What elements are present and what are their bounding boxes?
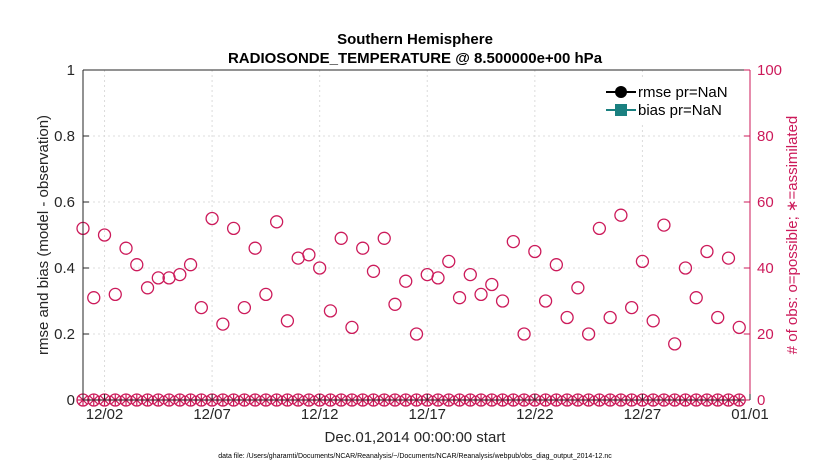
obs-possible-marker	[345, 320, 359, 335]
obs-possible-marker	[549, 258, 564, 272]
obs-possible-marker	[377, 231, 391, 245]
obs-possible-marker	[506, 234, 520, 249]
obs-possible-marker	[517, 327, 531, 341]
y-axis-label: rmse and bias (model - observation)	[35, 115, 52, 355]
obs-possible-marker	[259, 287, 273, 302]
obs-possible-marker	[463, 267, 477, 282]
obs-possible-marker	[269, 215, 284, 229]
x-tick-label: 12/22	[516, 406, 554, 423]
x-tick-label: 01/01	[731, 406, 769, 423]
legend-bias-label: bias pr=NaN	[638, 102, 722, 119]
obs-possible-marker	[646, 314, 660, 328]
y-right-tick-label: 100	[757, 62, 782, 79]
obs-possible-marker	[452, 291, 467, 305]
obs-possible-marker	[538, 294, 553, 308]
obs-possible-marker	[732, 320, 746, 335]
obs-possible-marker	[237, 300, 252, 315]
obs-possible-marker	[248, 241, 262, 255]
obs-possible-marker	[140, 281, 155, 295]
obs-possible-marker	[635, 254, 650, 269]
grid-lines	[83, 70, 750, 400]
chart-title: Southern Hemisphere	[337, 31, 493, 48]
obs-possible-marker	[442, 254, 456, 269]
x-axis-label: Dec.01,2014 00:00:00 start	[325, 429, 507, 446]
obs-possible-marker	[183, 258, 198, 272]
legend-rmse-marker	[615, 86, 627, 98]
obs-possible-marker	[173, 267, 187, 282]
obs-possible-marker	[97, 228, 112, 242]
tick-labels: 0 0.2 0.4 0.6 0.8 1 0 20 40 60 80 100 12/02 12/07 12/1…	[54, 62, 782, 423]
y-tick-label: 1	[67, 62, 75, 79]
obs-possible-marker	[592, 221, 607, 236]
obs-possible-marker	[560, 310, 574, 325]
obs-possible-marker	[130, 258, 144, 272]
y-right-tick-label: 40	[757, 260, 774, 277]
obs-possible-marker	[226, 221, 241, 236]
obs-possible-marker	[302, 248, 316, 262]
x-tick-label: 12/02	[86, 406, 124, 423]
obs-possible-marker	[399, 274, 413, 288]
obs-possible-marker	[323, 304, 338, 318]
x-tick-label: 12/07	[193, 406, 231, 423]
data-file-footnote: data file: /Users/gharamti/Documents/NCA…	[218, 453, 612, 460]
obs-possible-marker	[280, 314, 295, 328]
obs-possible-marker	[119, 241, 133, 255]
legend-bias-marker	[615, 104, 627, 116]
obs-possible-marker	[431, 271, 445, 285]
obs-possible-marker	[366, 264, 381, 278]
y-right-tick-label: 0	[757, 392, 765, 409]
obs-possible-marker	[151, 271, 165, 285]
obs-possible-marker	[614, 208, 628, 222]
obs-possible-marker	[485, 277, 499, 292]
obs-possible-marker	[668, 337, 682, 351]
x-tick-label: 12/12	[301, 406, 339, 423]
x-tick-label: 12/27	[624, 406, 662, 423]
obs-possible-marker	[678, 261, 693, 275]
y-axis-right-label: # of obs: o=possible; ∗=assimilated	[784, 116, 801, 355]
y-tick-label: 0	[67, 392, 75, 409]
y-tick-label: 0.6	[54, 194, 75, 211]
obs-possible-marker	[657, 218, 671, 232]
y-right-tick-label: 20	[757, 326, 774, 343]
obs-possible-marker	[334, 231, 348, 245]
y-tick-label: 0.8	[54, 128, 75, 145]
obs-possible-marker	[474, 287, 488, 302]
obs-possible-marker	[700, 244, 714, 259]
obs-possible-marker	[571, 281, 585, 295]
obs-possible-marker	[603, 310, 617, 325]
obs-possible-marker	[581, 327, 596, 341]
obs-possible-marker	[625, 300, 639, 315]
legend-rmse-label: rmse pr=NaN	[638, 84, 728, 101]
obs-possible-marker	[216, 317, 230, 331]
y-right-tick-label: 60	[757, 194, 774, 211]
obs-possible-marker	[495, 294, 510, 308]
chart-subtitle: RADIOSONDE_TEMPERATURE @ 8.500000e+00 hP…	[228, 50, 603, 67]
obs-possible-marker	[528, 244, 542, 259]
obs-possible-marker	[721, 251, 736, 265]
obs-possible-marker	[108, 287, 122, 302]
legend: rmse pr=NaN bias pr=NaN	[600, 78, 746, 122]
plot-area	[83, 70, 750, 400]
y-right-tick-label: 80	[757, 128, 774, 145]
obs-possible-marker	[711, 310, 725, 325]
obs-possible-marker	[409, 327, 424, 341]
tick-marks	[83, 69, 751, 401]
x-tick-label: 12/17	[408, 406, 446, 423]
y-tick-label: 0.4	[54, 260, 75, 277]
obs-possible-marker	[689, 291, 703, 305]
obs-possible-marker	[313, 261, 327, 275]
obs-possible-marker	[388, 297, 402, 311]
y-tick-label: 0.2	[54, 326, 75, 343]
obs-possible-marker	[205, 211, 219, 226]
obs-possible-marker	[194, 300, 208, 315]
obs-possible-marker	[87, 291, 101, 305]
obs-possible-marker	[356, 241, 370, 255]
